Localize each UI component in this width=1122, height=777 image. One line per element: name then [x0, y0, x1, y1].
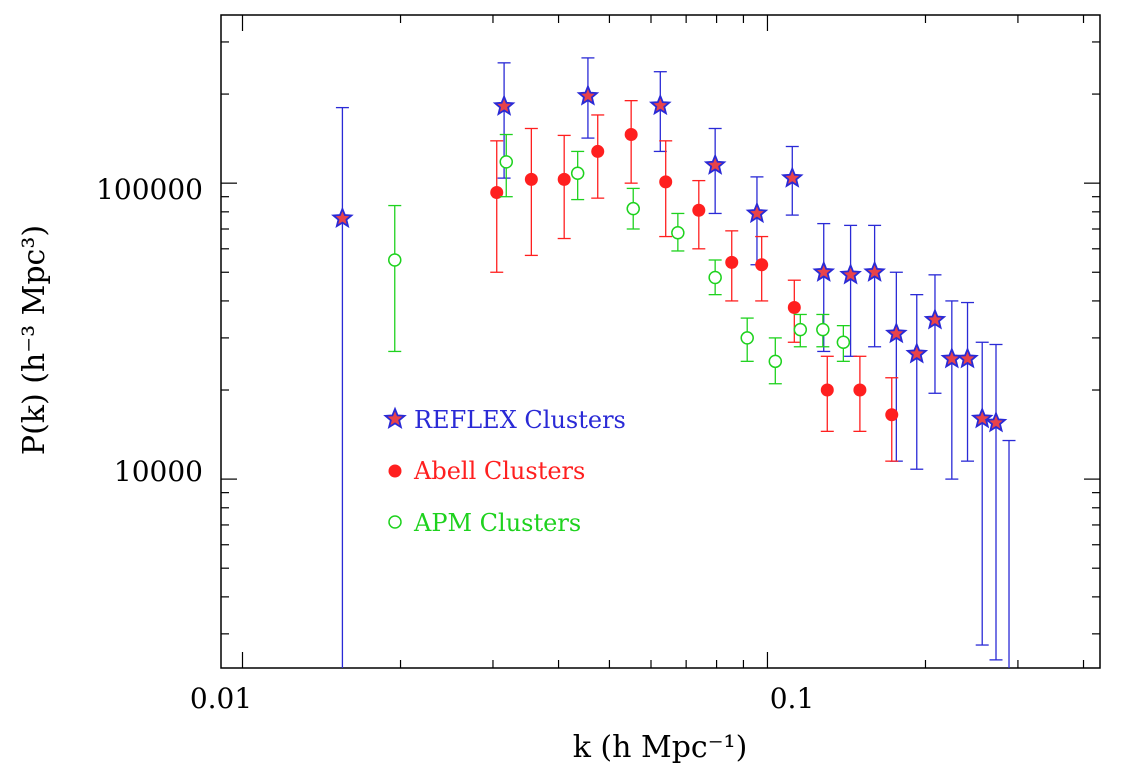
data-point-star: [863, 260, 886, 282]
x-tick-label-1: 0.1: [770, 682, 815, 715]
data-point-open-circle: [708, 270, 722, 285]
y-tick-label-1: 100000: [96, 173, 203, 206]
data-point-star: [905, 341, 929, 364]
x-tick-label-0: 0.01: [190, 682, 252, 715]
data-point-star: [745, 201, 769, 224]
data-point-filled-circle: [659, 175, 673, 189]
legend-filled-circle-icon: [388, 464, 402, 478]
legend: REFLEX Clusters Abell Clusters APM Clust…: [383, 406, 626, 537]
data-point-filled-circle: [624, 128, 638, 142]
data-point-star: [648, 93, 672, 116]
y-tick-label-0: 10000: [114, 455, 203, 488]
data-point-star: [923, 308, 947, 330]
series-filled-circle: [490, 100, 899, 462]
data-point-star: [576, 84, 600, 106]
data-point-star: [492, 94, 516, 116]
data-point-open-circle: [740, 331, 754, 345]
data-point-filled-circle: [787, 301, 801, 315]
data-point-open-circle: [499, 155, 514, 169]
axis-ticks: [221, 15, 1100, 668]
data-point-star: [885, 321, 908, 344]
data-point-open-circle: [768, 354, 783, 369]
data-point-star: [703, 153, 727, 175]
plot-frame: [220, 14, 1101, 669]
y-axis-label: P(k) (h⁻³ Mpc³): [17, 225, 52, 455]
data-point-open-circle: [388, 253, 402, 267]
data-point-filled-circle: [524, 172, 538, 186]
data-point-star: [812, 260, 836, 282]
data-point-star: [984, 410, 1008, 433]
data-point-filled-circle: [885, 408, 899, 422]
data-point-open-circle: [793, 322, 808, 337]
data-point-filled-circle: [591, 144, 605, 158]
data-point-open-circle: [836, 335, 851, 350]
data-point-filled-circle: [853, 383, 867, 397]
data-point-open-circle: [570, 166, 585, 181]
data-point-filled-circle: [557, 172, 571, 186]
legend-label-reflex: REFLEX Clusters: [414, 406, 626, 434]
data-point-filled-circle: [755, 258, 769, 272]
data-series: [331, 57, 1016, 668]
data-point-star: [839, 262, 862, 285]
series-star: [331, 57, 1016, 668]
data-point-filled-circle: [725, 255, 739, 269]
data-point-star: [780, 166, 804, 188]
legend-label-apm: APM Clusters: [413, 509, 581, 537]
x-axis-label: k (h Mpc⁻¹): [573, 730, 748, 765]
data-point-star: [331, 206, 354, 229]
data-point-open-circle: [816, 322, 830, 337]
data-point-filled-circle: [490, 185, 504, 199]
data-point-open-circle: [626, 201, 640, 216]
series-open-circle: [388, 133, 851, 385]
legend-label-abell: Abell Clusters: [413, 457, 585, 485]
legend-open-circle-icon: [388, 515, 402, 529]
data-point-filled-circle: [692, 203, 706, 217]
data-point-open-circle: [671, 225, 685, 240]
data-point-star: [970, 406, 994, 429]
data-point-star: [956, 346, 979, 369]
legend-star-icon: [383, 406, 407, 430]
data-point-filled-circle: [820, 383, 834, 397]
data-point-star: [940, 346, 964, 369]
